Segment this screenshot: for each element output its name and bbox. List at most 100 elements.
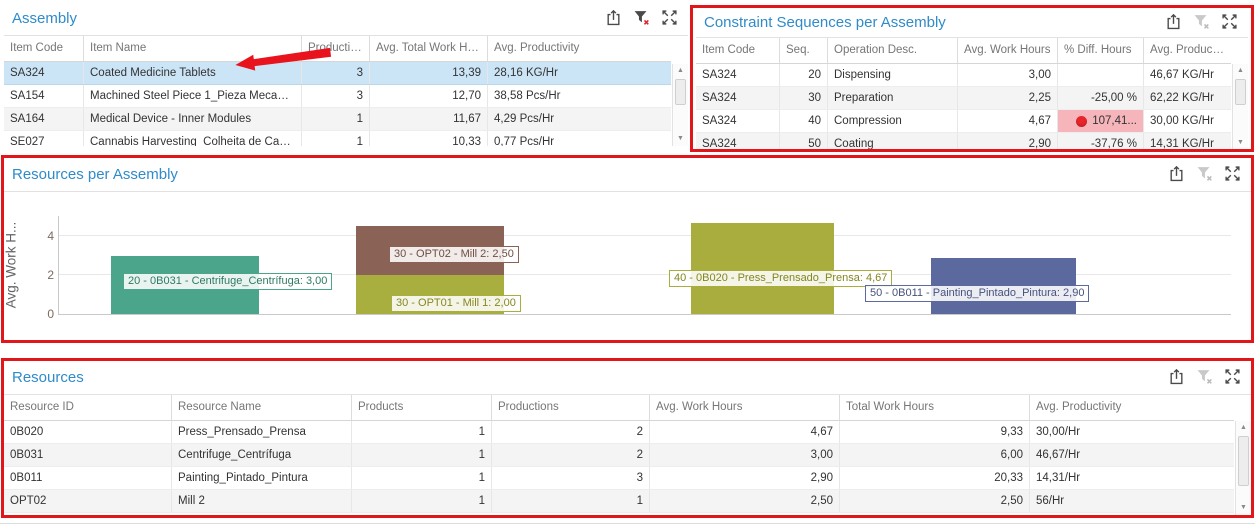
cell-avg-work-hours: 2,25 (958, 87, 1058, 109)
bar-label-mill2: 30 - OPT02 - Mill 2: 2,50 (389, 246, 519, 263)
clear-filter-icon[interactable] (1193, 13, 1210, 30)
cell-products: 1 (352, 444, 492, 466)
column-header-item-code[interactable]: Item Code (696, 38, 780, 63)
column-header-operation-desc[interactable]: Operation Desc. (828, 38, 958, 63)
cell-resource-name: Mill 2 (172, 490, 352, 512)
export-icon[interactable] (1165, 13, 1182, 30)
cell-item-name: Coated Medicine Tablets (84, 62, 302, 84)
column-header-avg-productivity[interactable]: Avg. Producti... (1150, 44, 1228, 56)
cell-avg-productivity: 30,00/Hr (1036, 426, 1081, 438)
maximize-icon[interactable] (1224, 368, 1241, 385)
column-header-resource-name[interactable]: Resource Name (172, 395, 352, 420)
cell-resource-name: Centrifuge_Centrífuga (172, 444, 352, 466)
scroll-down-button[interactable]: ▼ (677, 135, 684, 142)
page-title-assembly: Assembly (12, 10, 78, 27)
table-row[interactable]: 0B011 Painting_Pintado_Pintura 1 3 2,90 … (4, 467, 1234, 490)
table-row[interactable]: 0B031 Centrifuge_Centrífuga 1 2 3,00 6,0… (4, 444, 1234, 467)
cell-item-code: SA324 (696, 87, 780, 109)
cell-avg-total-work-hours: 13,39 (370, 62, 488, 84)
export-icon[interactable] (1168, 165, 1185, 182)
column-header-avg-productivity[interactable]: Avg. Productivity (494, 42, 580, 54)
cell-productions: 3 (302, 62, 370, 84)
cell-resource-id: 0B020 (4, 421, 172, 443)
cell-item-code: SA154 (4, 85, 84, 107)
cell-item-name: Cannabis Harvesting_Colheita de Cannabis (84, 131, 302, 146)
page-title-resources: Resources (12, 369, 84, 386)
column-header-productions[interactable]: Productions (302, 36, 370, 61)
scroll-down-button[interactable]: ▼ (1237, 139, 1244, 146)
cell-operation: Dispensing (828, 64, 958, 86)
column-header-item-code[interactable]: Item Code (4, 36, 84, 61)
y-tick-4: 4 (47, 229, 54, 243)
bar-label-centrifuge: 20 - 0B031 - Centrifuge_Centrífuga: 3,00 (123, 273, 333, 290)
column-header-pct-diff-hours[interactable]: % Diff. Hours (1058, 38, 1144, 63)
cell-resource-name: Press_Prensado_Prensa (172, 421, 352, 443)
alert-chip: 107,41... (1058, 110, 1143, 132)
y-tick-2: 2 (47, 268, 54, 282)
panel-constraint-titlebar: Constraint Sequences per Assembly (696, 8, 1248, 38)
constraint-table: Item Code Seq. Operation Desc. Avg. Work… (696, 38, 1231, 150)
resources-table: Resource ID Resource Name Products Produ… (4, 395, 1234, 513)
bar-segment[interactable] (691, 222, 834, 314)
export-icon[interactable] (605, 9, 622, 26)
cell-total-work-hours: 9,33 (840, 421, 1030, 443)
table-row[interactable]: SA324 50 Coating 2,90 -37,76 % 14,31 KG/… (696, 133, 1231, 150)
resources-toolbar (1168, 368, 1243, 385)
bar-label-press: 40 - 0B020 - Press_Prensado_Prensa: 4,67 (669, 270, 893, 287)
scroll-down-button[interactable]: ▼ (1240, 504, 1247, 511)
scroll-up-button[interactable]: ▲ (1237, 67, 1244, 74)
column-header-seq[interactable]: Seq. (780, 38, 828, 63)
column-header-total-work-hours[interactable]: Total Work Hours (840, 395, 1030, 420)
column-header-avg-productivity[interactable]: Avg. Productivity (1036, 401, 1122, 413)
cell-pct-diff-hours-alert: 107,41... (1058, 110, 1144, 132)
chart-bar-press[interactable] (691, 222, 834, 314)
table-row[interactable]: SA324 Coated Medicine Tablets 3 13,39 28… (4, 62, 671, 85)
table-row[interactable]: SA324 20 Dispensing 3,00 46,67 KG/Hr (696, 64, 1231, 87)
panel-resources-titlebar: Resources (4, 361, 1251, 395)
column-header-resource-id[interactable]: Resource ID (4, 395, 172, 420)
scroll-up-button[interactable]: ▲ (1240, 424, 1247, 431)
dashboard-bottom-edge (0, 523, 1255, 524)
maximize-icon[interactable] (1224, 165, 1241, 182)
cell-resource-id: OPT02 (4, 490, 172, 512)
table-row[interactable]: SE027 Cannabis Harvesting_Colheita de Ca… (4, 131, 671, 146)
table-row[interactable]: SA324 30 Preparation 2,25 -25,00 % 62,22… (696, 87, 1231, 110)
column-header-products[interactable]: Products (352, 395, 492, 420)
assembly-toolbar (605, 9, 680, 26)
clear-filter-icon[interactable] (633, 9, 650, 26)
scrollbar-thumb[interactable] (1238, 436, 1249, 486)
cell-avg-productivity: 28,16 KG/Hr (494, 67, 558, 79)
column-header-productions[interactable]: Productions (492, 395, 650, 420)
table-row[interactable]: OPT02 Mill 2 1 1 2,50 2,50 56/Hr (4, 490, 1234, 513)
cell-productions: 1 (302, 108, 370, 130)
column-header-avg-total-work-hours[interactable]: Avg. Total Work Hours (370, 36, 488, 61)
panel-chart-titlebar: Resources per Assembly (4, 158, 1251, 192)
cell-productions: 2 (492, 421, 650, 443)
cell-avg-work-hours: 2,50 (650, 490, 840, 512)
panel-assembly-titlebar: Assembly (4, 2, 688, 36)
column-header-item-name[interactable]: Item Name (84, 36, 302, 61)
column-header-avg-work-hours[interactable]: Avg. Work Hours (650, 395, 840, 420)
gridline (59, 274, 1231, 275)
cell-seq: 40 (780, 110, 828, 132)
maximize-icon[interactable] (1221, 13, 1238, 30)
scroll-up-button[interactable]: ▲ (677, 67, 684, 74)
table-row[interactable]: SA154 Machined Steel Piece 1_Pieza Mecan… (4, 85, 671, 108)
maximize-icon[interactable] (661, 9, 678, 26)
scrollbar-thumb[interactable] (1235, 79, 1246, 105)
bar-label-painting: 50 - 0B011 - Painting_Pintado_Pintura: 2… (865, 285, 1090, 302)
table-row[interactable]: 0B020 Press_Prensado_Prensa 1 2 4,67 9,3… (4, 421, 1234, 444)
cell-avg-productivity: 46,67/Hr (1036, 449, 1081, 461)
cell-productions: 3 (302, 85, 370, 107)
vertical-scrollbar[interactable]: ▲ ▼ (672, 64, 688, 146)
table-row[interactable]: SA324 40 Compression 4,67 107,41... 30,0… (696, 110, 1231, 133)
table-row[interactable]: SA164 Medical Device - Inner Modules 1 1… (4, 108, 671, 131)
column-header-avg-work-hours[interactable]: Avg. Work Hours (958, 38, 1058, 63)
cell-productions: 1 (302, 131, 370, 146)
clear-filter-icon[interactable] (1196, 368, 1213, 385)
vertical-scrollbar[interactable]: ▲ ▼ (1235, 421, 1251, 515)
export-icon[interactable] (1168, 368, 1185, 385)
scrollbar-thumb[interactable] (675, 79, 686, 105)
clear-filter-icon[interactable] (1196, 165, 1213, 182)
vertical-scrollbar[interactable]: ▲ ▼ (1232, 64, 1248, 150)
